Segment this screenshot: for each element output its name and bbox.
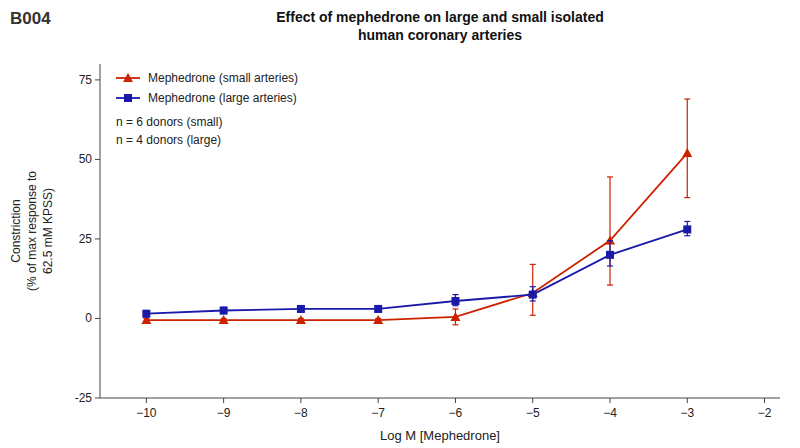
y-tick (95, 159, 100, 160)
y-tick-label: -25 (75, 391, 93, 405)
error-bar-cap (530, 264, 536, 265)
x-tick (300, 398, 301, 403)
y-axis-label-line: (% of max response to (25, 171, 39, 291)
error-bar-cap (452, 294, 458, 295)
plot-data (141, 99, 692, 325)
axes: −10 −9 −8 −7 −6 −5 −4 −3 −2 -25 0 25 50 75 (75, 64, 780, 420)
x-tick-label: −2 (758, 406, 772, 420)
point (682, 148, 692, 157)
point (219, 315, 229, 324)
error-bar-cap (607, 240, 613, 241)
x-tick-label: −7 (371, 406, 385, 420)
point (451, 297, 459, 305)
chart: −10 −9 −8 −7 −6 −5 −4 −3 −2 -25 0 25 50 75 Log M [Meph… (0, 0, 800, 448)
error-bar (298, 306, 304, 312)
legend-marker (123, 73, 133, 82)
error-bar-cap (452, 305, 458, 306)
x-axis-label: Log M [Mephedrone] (380, 428, 500, 443)
x-tick (223, 398, 224, 403)
error-bar-cap (452, 324, 458, 325)
error-bar-cap (530, 315, 536, 316)
point (297, 305, 305, 313)
x-tick (764, 398, 765, 403)
x-tick-label: −5 (526, 406, 540, 420)
point (373, 315, 383, 324)
y-tick (95, 79, 100, 80)
watermark: B004 (10, 9, 51, 28)
x-tick-label: −9 (217, 406, 231, 420)
error-bar-stem (532, 264, 533, 315)
y-tick-label: 0 (85, 311, 92, 325)
x-axis-line (100, 398, 780, 399)
x-tick-label: −10 (136, 406, 157, 420)
x-tick (378, 398, 379, 403)
series-line (146, 153, 687, 320)
error-bar (684, 221, 690, 235)
y-axis-line (100, 64, 101, 398)
point (450, 312, 460, 321)
error-bar-cap (684, 235, 690, 236)
point (296, 315, 306, 324)
y-tick (95, 318, 100, 319)
legend: Mephedrone (small arteries) Mephedrone (l… (116, 71, 298, 105)
x-tick (532, 398, 533, 403)
y-tick-label: 25 (79, 232, 93, 246)
error-bar (375, 306, 381, 312)
y-tick-label: 75 (79, 73, 93, 87)
legend-label: Mephedrone (small arteries) (148, 71, 298, 85)
x-tick-label: −6 (449, 406, 463, 420)
y-axis-label-line: Constriction (9, 199, 23, 262)
x-tick (146, 398, 147, 403)
error-bar-cap (607, 284, 613, 285)
title: Effect of mephedrone on large and small … (276, 9, 604, 43)
point (683, 225, 691, 233)
error-bar (143, 311, 149, 317)
error-bar (452, 295, 458, 306)
error-bar (607, 177, 613, 285)
x-tick (610, 398, 611, 403)
title-line: Effect of mephedrone on large and small … (276, 9, 604, 25)
x-tick (687, 398, 688, 403)
point (220, 307, 228, 315)
point (529, 291, 537, 299)
error-bar-cap (607, 176, 613, 177)
point (142, 310, 150, 318)
y-axis-label-line: 62.5 mM KPSS) (41, 188, 55, 274)
error-bar-stem (609, 177, 610, 285)
series-line (146, 229, 687, 313)
error-bar (607, 241, 613, 266)
legend-marker (124, 94, 132, 102)
error-bar-cap (684, 197, 690, 198)
y-tick (95, 398, 100, 399)
error-bar (221, 307, 227, 313)
x-tick-label: −4 (603, 406, 617, 420)
error-bar (530, 287, 536, 301)
y-tick (95, 238, 100, 239)
annotation: n = 6 donors (small) (116, 115, 222, 129)
error-bar-cap (530, 300, 536, 301)
annotation: n = 4 donors (large) (116, 133, 221, 147)
error-bar-cap (530, 286, 536, 287)
y-axis-label: Constriction(% of max response to62.5 mM… (9, 171, 55, 291)
x-tick-label: −3 (680, 406, 694, 420)
legend-label: Mephedrone (large arteries) (148, 91, 297, 105)
error-bar-cap (607, 265, 613, 266)
error-bar-cap (684, 221, 690, 222)
point (374, 305, 382, 313)
point (606, 251, 614, 259)
x-tick-label: −8 (294, 406, 308, 420)
error-bar-cap (452, 308, 458, 309)
error-bar-cap (684, 98, 690, 99)
title-line: human coronary arteries (358, 27, 522, 43)
error-bar (530, 264, 536, 315)
y-tick-label: 50 (79, 152, 93, 166)
x-tick (455, 398, 456, 403)
